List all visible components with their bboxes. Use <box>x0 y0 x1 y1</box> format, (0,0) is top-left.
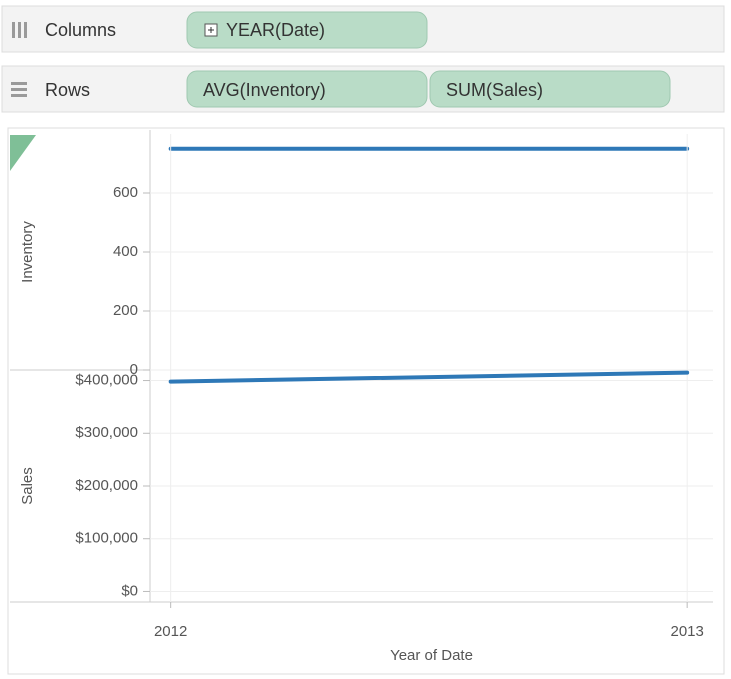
x-tick-label: 2013 <box>670 623 703 640</box>
y-tick-label: 200 <box>113 302 138 319</box>
y-tick-label: $0 <box>121 582 138 599</box>
x-tick-label: 2012 <box>154 623 187 640</box>
plus <box>208 27 214 33</box>
shelf-label: Columns <box>45 20 116 40</box>
plot-area: 0 200 400 600 Inventory $0 $100,000 $200,000 $30… <box>10 130 713 664</box>
pill-label[interactable]: SUM(Sales) <box>446 80 543 100</box>
line <box>168 370 690 384</box>
y-tick-label: $200,000 <box>75 477 138 494</box>
pill[interactable] <box>186 11 428 49</box>
corner-marker <box>10 135 36 171</box>
pill-label[interactable]: YEAR(Date) <box>226 20 325 40</box>
x-axis-label: Year of Date <box>390 647 473 664</box>
y-tick-label: $400,000 <box>75 372 138 389</box>
view-frame <box>7 127 725 675</box>
pill[interactable] <box>429 70 671 108</box>
y-tick-label: $300,000 <box>75 424 138 441</box>
y-tick-label: 0 <box>130 361 138 378</box>
y-tick-label: 600 <box>113 184 138 201</box>
pill-label[interactable]: AVG(Inventory) <box>203 80 326 100</box>
pill[interactable] <box>186 70 428 108</box>
columns-icon <box>12 22 27 38</box>
rows-icon <box>11 82 27 97</box>
y-tick-label: $100,000 <box>75 530 138 547</box>
y-axis-label: Inventory <box>19 221 36 283</box>
y-tick-label: 400 <box>113 243 138 260</box>
y-axis-label: Sales <box>19 467 36 505</box>
shelf-label: Rows <box>45 80 90 100</box>
